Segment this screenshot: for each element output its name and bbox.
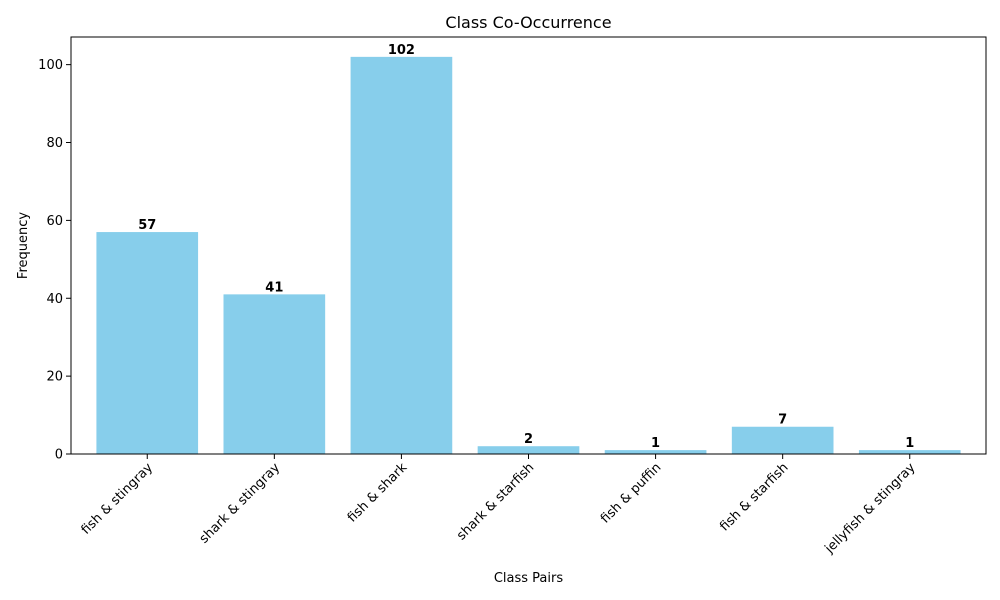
bar-5 bbox=[731, 426, 834, 454]
bar-value-label-4: 1 bbox=[651, 436, 660, 451]
bar-2 bbox=[350, 56, 453, 454]
bar-4 bbox=[604, 450, 707, 454]
y-tick-label-4: 80 bbox=[46, 136, 63, 151]
y-tick-label-0: 0 bbox=[55, 448, 63, 463]
y-tick-label-5: 100 bbox=[38, 58, 63, 73]
x-tick-label-5: fish & starfish bbox=[717, 460, 791, 534]
bar-value-label-6: 1 bbox=[905, 436, 914, 451]
bar-6 bbox=[858, 450, 961, 454]
data-labels-layer: 57 41 102 2 1 7 1 bbox=[138, 43, 914, 451]
chart-title: Class Co-Occurrence bbox=[445, 13, 611, 32]
y-tick-label-1: 20 bbox=[46, 370, 63, 385]
bar-1 bbox=[223, 294, 326, 454]
x-axis-label: Class Pairs bbox=[494, 571, 564, 586]
bar-value-label-5: 7 bbox=[778, 413, 787, 428]
x-tick-label-2: fish & shark bbox=[345, 460, 411, 526]
x-tick-label-4: fish & puffin bbox=[598, 460, 664, 526]
x-tick-label-3: shark & starfish bbox=[454, 460, 537, 543]
x-tick-label-6: jellyfish & stingray bbox=[822, 460, 919, 557]
bars-layer bbox=[96, 56, 961, 454]
x-axis: fish & stingray shark & stingray fish & sh… bbox=[79, 454, 919, 557]
bar-3 bbox=[477, 446, 580, 454]
x-tick-label-1: shark & stingray bbox=[197, 460, 284, 547]
bar-value-label-3: 2 bbox=[524, 432, 533, 447]
bar-0 bbox=[96, 232, 199, 454]
y-tick-label-3: 60 bbox=[46, 214, 63, 229]
y-axis: 0 20 40 60 80 100 bbox=[38, 58, 71, 463]
x-tick-label-0: fish & stingray bbox=[79, 460, 157, 538]
bar-value-label-1: 41 bbox=[265, 280, 283, 295]
bar-value-label-0: 57 bbox=[138, 218, 156, 233]
plot-frame bbox=[70, 36, 987, 455]
y-tick-label-2: 40 bbox=[46, 292, 63, 307]
bar-value-label-2: 102 bbox=[388, 43, 415, 58]
y-axis-label: Frequency bbox=[16, 212, 31, 279]
